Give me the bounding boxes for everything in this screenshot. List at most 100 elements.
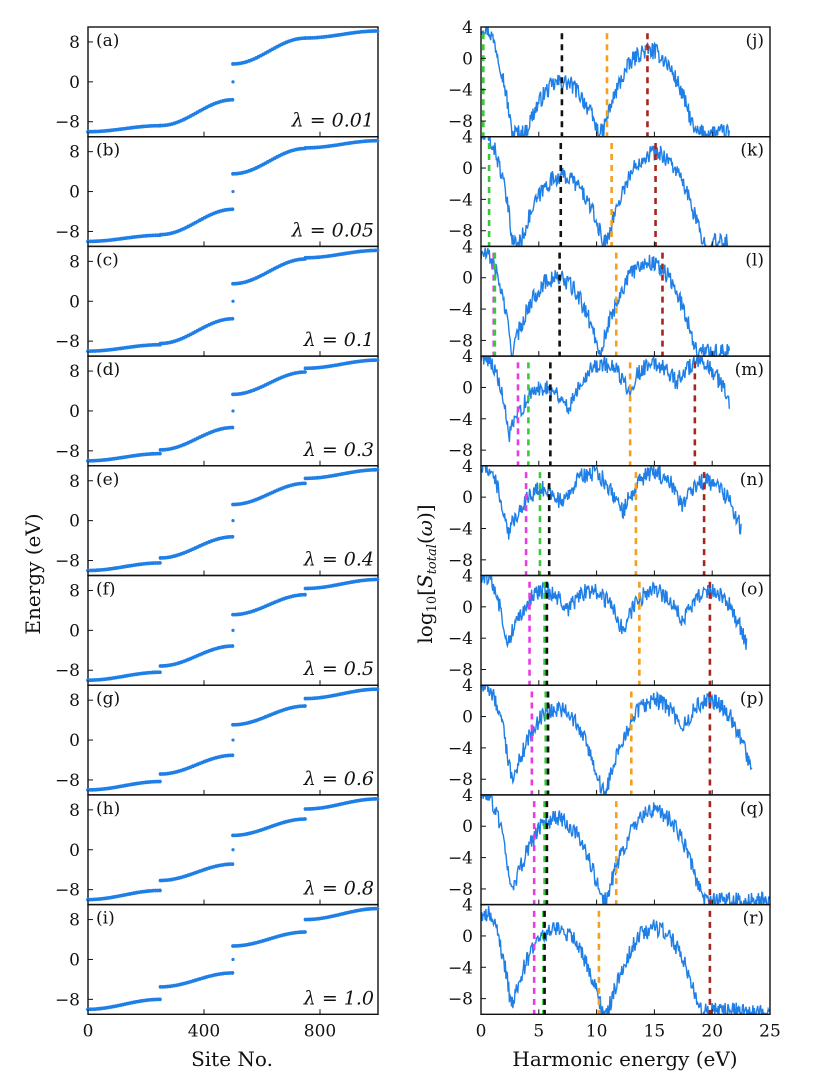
- x-tick-label: 15: [644, 1021, 666, 1041]
- energy-point: [303, 592, 307, 597]
- y-tick-label: 8: [69, 581, 80, 601]
- lambda-label: λ = 0.05: [291, 219, 374, 241]
- y-tick-label: −8: [448, 770, 473, 790]
- lambda-label: λ = 0.01: [291, 110, 374, 132]
- midgap-point: [231, 628, 235, 632]
- y-tick-label: 0: [69, 841, 80, 861]
- panel-label: (b): [96, 141, 120, 161]
- y-tick-label: 0: [462, 708, 473, 728]
- energy-point: [230, 207, 235, 212]
- panel-frame: [480, 903, 771, 1015]
- energy-point: [303, 930, 307, 934]
- y-tick-label: 4: [462, 237, 473, 257]
- panel-label: (p): [740, 689, 764, 709]
- energy-point: [230, 862, 235, 867]
- energy-point: [375, 467, 380, 472]
- y-tick-label: −8: [448, 112, 473, 132]
- y-tick-label: −8: [55, 552, 80, 572]
- y-tick-label: −4: [448, 739, 473, 759]
- y-tick-label: −4: [448, 81, 473, 101]
- midgap-point: [231, 957, 235, 962]
- energy-point: [375, 138, 380, 143]
- spectrum-line: [481, 794, 770, 905]
- x-tick-label: 0: [83, 1021, 94, 1041]
- y-tick-label: 0: [462, 817, 473, 837]
- midgap-point: [231, 519, 235, 523]
- midgap-point: [231, 299, 235, 303]
- y-tick-label: −8: [448, 551, 473, 571]
- y-tick-label: 0: [69, 512, 80, 532]
- y-tick-label: −8: [448, 880, 473, 900]
- energy-point: [158, 997, 162, 1002]
- y-tick-label: 0: [69, 183, 80, 203]
- y-tick-label: −8: [448, 222, 473, 242]
- panel-label: (a): [96, 31, 119, 51]
- y-tick-label: 0: [69, 621, 80, 641]
- lambda-label: λ = 0.3: [303, 439, 374, 461]
- panel-label: (e): [96, 470, 119, 490]
- energy-point: [375, 358, 380, 362]
- y-tick-label: 0: [69, 402, 80, 422]
- right-x-axis-title: Harmonic energy (eV): [512, 1047, 737, 1071]
- y-tick-label: 8: [69, 691, 80, 711]
- energy-point: [158, 779, 162, 784]
- panel-label: (i): [96, 909, 115, 929]
- x-tick-label: 400: [188, 1021, 220, 1041]
- right-chart-group: 4 0 −4 −8 (j) 4 0 −4 −8 (k) 4 0 −4 −8 (l) 4 0 −4 −8 (m) 4 0 −4…: [448, 18, 781, 1041]
- y-tick-label: 0: [69, 731, 80, 751]
- panel-frame: [480, 135, 771, 248]
- y-tick-label: 8: [69, 801, 80, 821]
- y-tick-label: 0: [462, 49, 473, 69]
- left-panel: 8 0 −8 (e) λ = 0.4: [55, 465, 380, 577]
- panel-label: (h): [96, 799, 120, 819]
- left-panel: 8 0 −8 (h) λ = 0.8: [55, 794, 380, 906]
- y-tick-label: 8: [69, 911, 80, 931]
- energy-point: [158, 670, 162, 675]
- energy-point: [230, 971, 235, 975]
- right-panel: 4 0 −4 −8 (l): [448, 237, 771, 357]
- left-panel: 8 0 −8 (c) λ = 0.1: [55, 245, 380, 357]
- y-tick-label: −4: [448, 629, 473, 649]
- y-tick-label: −8: [55, 990, 80, 1010]
- spectrum-line: [481, 136, 729, 247]
- midgap-point: [231, 738, 235, 742]
- y-tick-label: 4: [462, 567, 473, 587]
- panel-label: (n): [740, 470, 764, 490]
- panel-label: (c): [96, 250, 119, 270]
- y-tick-label: 8: [69, 472, 80, 492]
- y-tick-label: 0: [462, 598, 473, 618]
- x-tick-label: 20: [701, 1021, 723, 1041]
- energy-point: [303, 817, 307, 821]
- energy-point: [230, 753, 235, 758]
- energy-point: [375, 248, 380, 253]
- y-tick-label: 0: [69, 73, 80, 93]
- y-tick-label: 0: [69, 950, 80, 970]
- panel-label: (j): [745, 31, 764, 51]
- y-tick-label: 4: [462, 896, 473, 916]
- midgap-point: [231, 848, 235, 852]
- energy-point: [375, 906, 380, 911]
- y-tick-label: 4: [462, 676, 473, 696]
- right-panel: 4 0 −4 −8 (q): [448, 786, 771, 906]
- left-panel: 8 0 −8 (f) λ = 0.5: [55, 574, 380, 686]
- y-tick-label: 0: [462, 159, 473, 179]
- y-tick-label: −4: [448, 410, 473, 430]
- left-panel: 8 0 −8 (g) λ = 0.6: [55, 684, 380, 796]
- energy-point: [230, 97, 235, 102]
- left-panel: 8 0 −8 (i) λ = 1.0: [55, 903, 380, 1015]
- y-tick-label: −8: [448, 441, 473, 461]
- y-tick-label: −4: [448, 958, 473, 978]
- energy-point: [303, 704, 307, 708]
- y-tick-label: 4: [462, 347, 473, 367]
- x-tick-label: 0: [476, 1021, 487, 1041]
- spectrum-line: [481, 356, 730, 443]
- energy-point: [230, 316, 235, 321]
- y-tick-label: −8: [448, 331, 473, 351]
- left-y-axis-title: Energy (eV): [21, 513, 45, 634]
- energy-point: [158, 561, 162, 565]
- spectrum-line: [481, 465, 742, 540]
- x-tick-label: 800: [304, 1021, 336, 1041]
- y-tick-label: 8: [69, 143, 80, 163]
- energy-point: [158, 451, 162, 456]
